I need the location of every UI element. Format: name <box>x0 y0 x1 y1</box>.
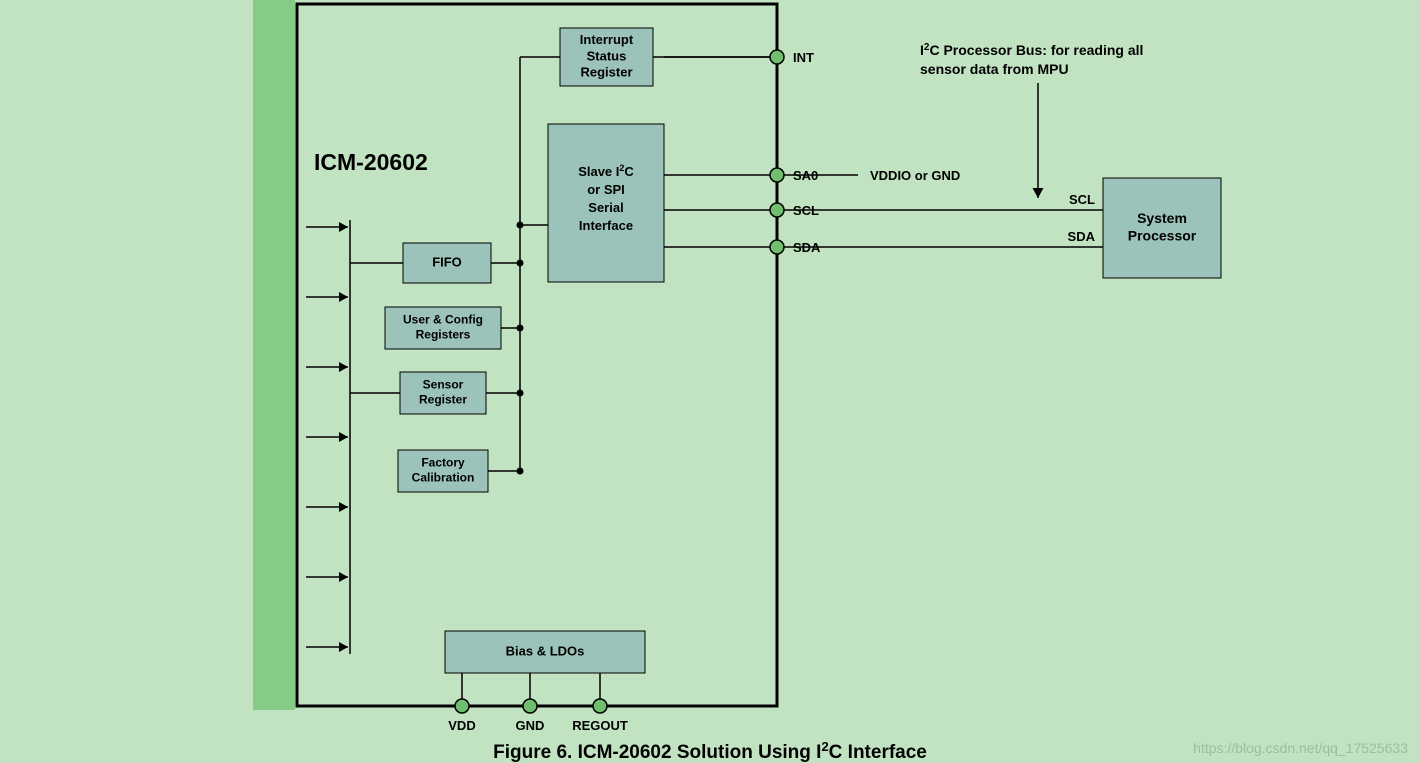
svg-text:VDDIO or GND: VDDIO or GND <box>870 168 960 183</box>
svg-text:SDA: SDA <box>1068 229 1096 244</box>
svg-text:SA0: SA0 <box>793 168 818 183</box>
svg-text:Serial: Serial <box>588 200 623 215</box>
pin-vdd <box>455 699 469 713</box>
chip-border <box>297 4 777 706</box>
pin-sda <box>770 240 784 254</box>
svg-text:Interface: Interface <box>579 218 633 233</box>
svg-text:or SPI: or SPI <box>587 182 625 197</box>
svg-text:Processor: Processor <box>1128 227 1197 243</box>
pin-gnd <box>523 699 537 713</box>
svg-text:User & Config: User & Config <box>403 313 483 327</box>
chip-title: ICM-20602 <box>314 149 428 175</box>
svg-text:Register: Register <box>419 393 467 407</box>
svg-text:Register: Register <box>580 65 632 80</box>
pin-sa0 <box>770 168 784 182</box>
svg-text:Interrupt: Interrupt <box>580 32 634 47</box>
svg-text:Calibration: Calibration <box>412 471 475 485</box>
svg-text:Sensor: Sensor <box>423 378 464 392</box>
sidebar-strip <box>253 0 295 710</box>
svg-text:SDA: SDA <box>793 240 821 255</box>
pin-scl <box>770 203 784 217</box>
svg-text:VDD: VDD <box>448 718 475 733</box>
svg-text:sensor data from MPU: sensor data from MPU <box>920 61 1069 77</box>
svg-text:Registers: Registers <box>416 328 471 342</box>
svg-text:Bias & LDOs: Bias & LDOs <box>506 643 585 658</box>
svg-text:INT: INT <box>793 50 814 65</box>
svg-text:Slave I2C: Slave I2C <box>578 163 634 179</box>
svg-text:GND: GND <box>516 718 545 733</box>
figure-caption: Figure 6. ICM-20602 Solution Using I2C I… <box>493 739 927 763</box>
svg-text:SCL: SCL <box>793 203 819 218</box>
svg-text:Factory: Factory <box>421 456 465 470</box>
svg-text:SCL: SCL <box>1069 192 1095 207</box>
svg-text:REGOUT: REGOUT <box>572 718 628 733</box>
svg-text:FIFO: FIFO <box>432 254 462 269</box>
pin-regout <box>593 699 607 713</box>
svg-text:Status: Status <box>587 48 627 63</box>
watermark: https://blog.csdn.net/qq_17525633 <box>1193 740 1408 756</box>
pin-int <box>770 50 784 64</box>
bus-note: I2C Processor Bus: for reading all <box>920 42 1143 59</box>
svg-text:System: System <box>1137 210 1187 226</box>
